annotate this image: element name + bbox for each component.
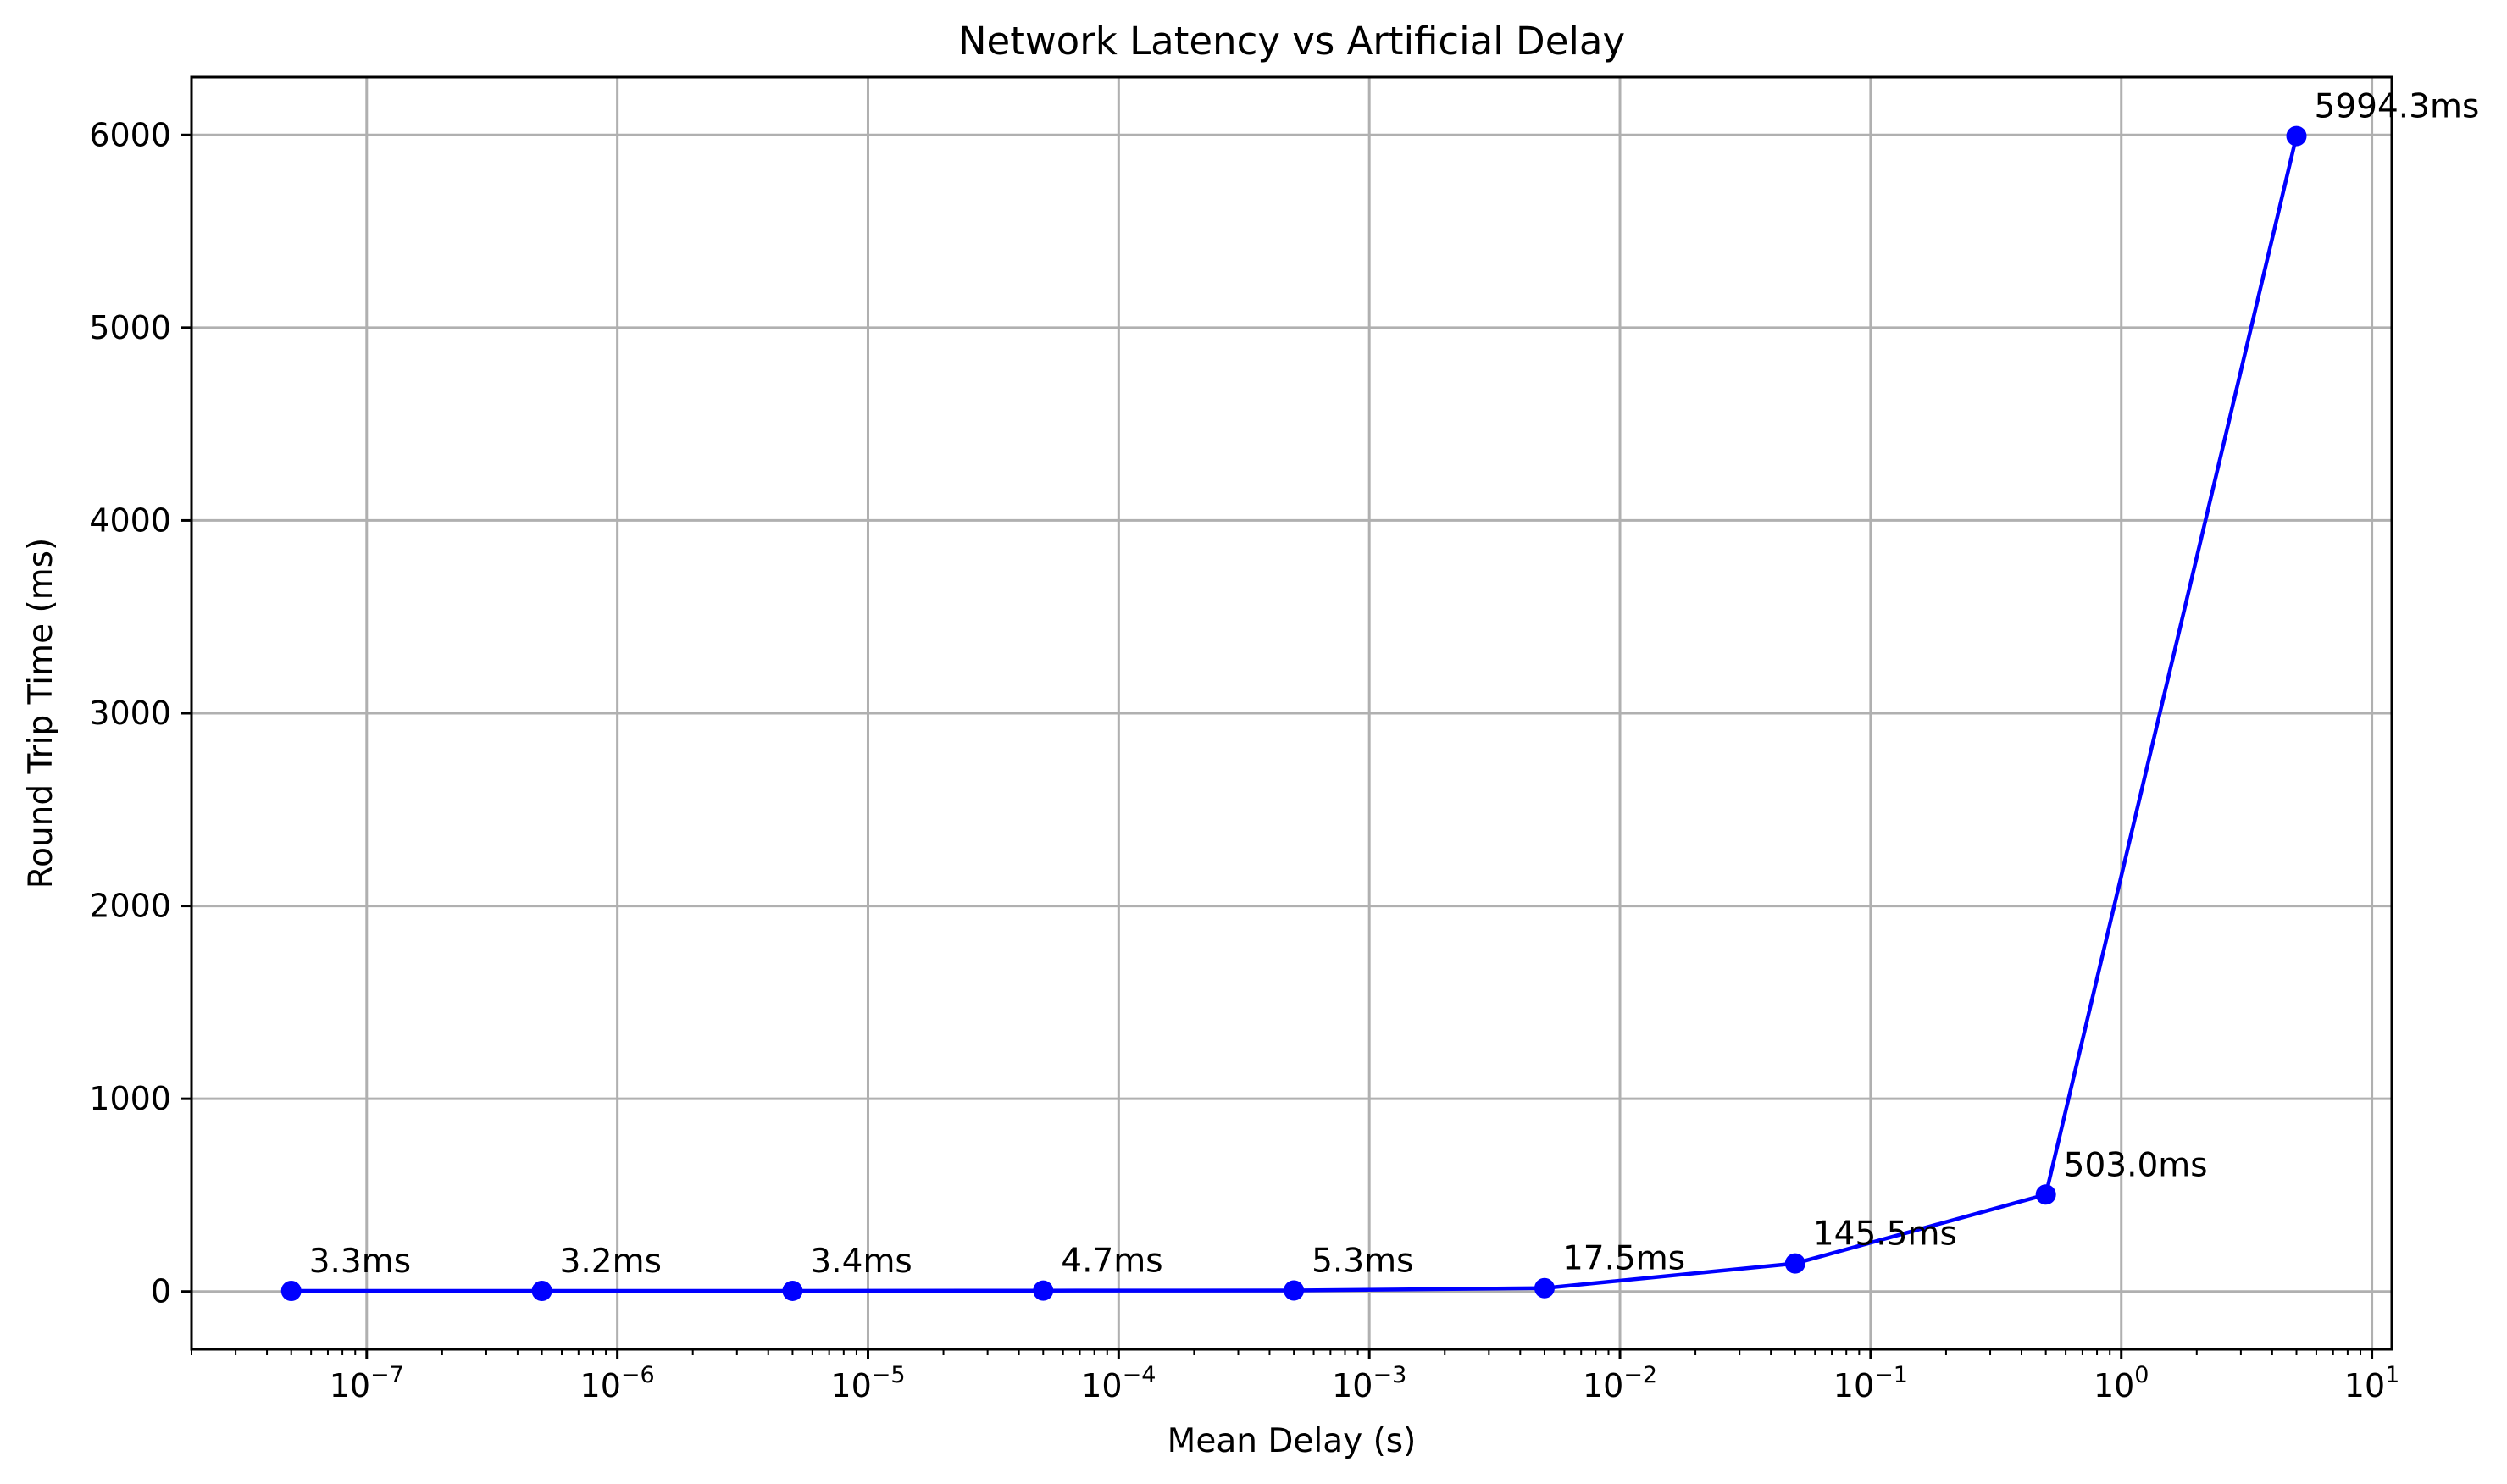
- data-point-3: [1033, 1280, 1054, 1301]
- marker-layer: [280, 125, 2307, 1301]
- data-label-0: 3.3ms: [309, 1243, 411, 1281]
- data-label-7: 503.0ms: [2064, 1146, 2208, 1184]
- data-label-4: 5.3ms: [1312, 1243, 1413, 1281]
- data-label-6: 145.5ms: [1813, 1215, 1957, 1254]
- data-point-0: [280, 1280, 302, 1301]
- y-tick-label-3: 3000: [89, 695, 171, 732]
- data-label-3: 4.7ms: [1061, 1243, 1162, 1281]
- y-tick-label-0: 0: [151, 1273, 171, 1310]
- chart-title: Network Latency vs Artificial Delay: [958, 19, 1625, 64]
- x-tick-label-0: 10−7: [330, 1362, 404, 1404]
- y-axis-label: Round Trip Time (ms): [22, 538, 60, 889]
- data-point-8: [2286, 125, 2307, 147]
- x-tick-label-6: 10−1: [1833, 1362, 1908, 1404]
- y-tick-label-6: 6000: [89, 116, 171, 153]
- data-point-4: [1284, 1280, 1305, 1301]
- x-tick-label-8: 101: [2344, 1362, 2400, 1404]
- data-point-6: [1784, 1253, 1805, 1274]
- y-tick-label-5: 5000: [89, 309, 171, 346]
- x-tick-label-5: 10−2: [1583, 1362, 1657, 1404]
- x-tick-label-2: 10−5: [830, 1362, 905, 1404]
- data-label-5: 17.5ms: [1562, 1240, 1685, 1278]
- x-tick-label-4: 10−3: [1332, 1362, 1406, 1404]
- data-label-layer: 3.3ms 3.2ms 3.4ms 4.7ms 5.3ms 17.5ms 145.5ms 50…: [309, 88, 2480, 1281]
- data-point-7: [2035, 1184, 2056, 1205]
- x-tick-label-3: 10−4: [1081, 1362, 1156, 1404]
- tick-layer: 10−7 10−6 10−5 10−4 10−3 10−2 10−1 100 101 0 1000 2…: [89, 116, 2399, 1404]
- data-label-2: 3.4ms: [810, 1243, 912, 1281]
- data-point-5: [1534, 1277, 1555, 1298]
- data-point-1: [531, 1280, 552, 1301]
- y-tick-label-4: 4000: [89, 501, 171, 539]
- data-label-8: 5994.3ms: [2315, 88, 2480, 126]
- data-point-2: [782, 1280, 803, 1301]
- x-axis-label: Mean Delay (s): [1168, 1422, 1417, 1460]
- y-tick-label-2: 2000: [89, 888, 171, 925]
- y-tick-label-1: 1000: [89, 1080, 171, 1117]
- x-tick-label-1: 10−6: [580, 1362, 655, 1404]
- data-label-1: 3.2ms: [560, 1243, 662, 1281]
- x-tick-label-7: 100: [2094, 1362, 2149, 1404]
